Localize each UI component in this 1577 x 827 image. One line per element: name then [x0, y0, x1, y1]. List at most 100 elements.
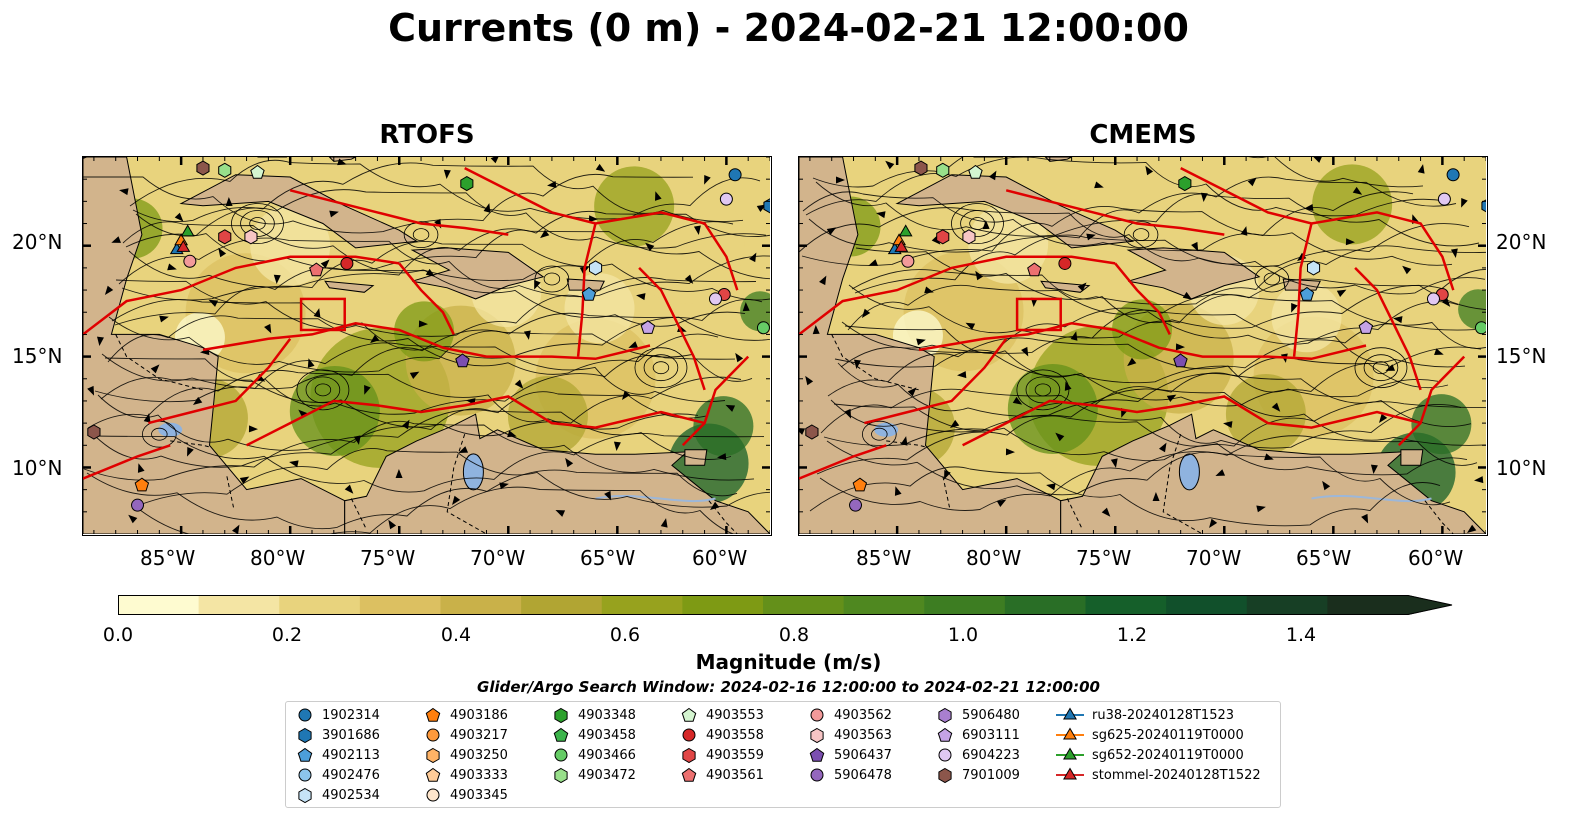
eez-box	[299, 297, 346, 332]
float-marker[interactable]	[805, 424, 819, 440]
float-marker[interactable]	[218, 162, 232, 178]
float-marker[interactable]	[460, 176, 474, 192]
cmems-map[interactable]	[798, 156, 1488, 536]
legend-entry: 4903345	[424, 786, 508, 804]
pentagon-marker-icon	[681, 707, 697, 722]
float-marker[interactable]	[183, 254, 197, 268]
land-polygon	[324, 280, 375, 293]
x-tick-left-70w: 70°W	[470, 546, 526, 570]
float-marker[interactable]	[1426, 292, 1440, 306]
stream-arrow	[490, 157, 500, 164]
stream-arrow	[187, 446, 194, 457]
country-border	[446, 434, 487, 534]
stream-arrow	[150, 364, 160, 374]
float-marker[interactable]	[640, 320, 656, 334]
float-marker[interactable]	[1173, 353, 1188, 368]
streamline	[840, 346, 1482, 407]
legend-entry: 4903561	[680, 766, 764, 784]
float-marker[interactable]	[728, 168, 742, 182]
float-marker[interactable]	[962, 229, 976, 245]
stream-arrow	[1021, 346, 1029, 357]
stream-arrow	[900, 436, 908, 446]
legend-label: 4902534	[322, 787, 380, 803]
float-marker[interactable]	[309, 262, 324, 277]
float-marker[interactable]	[1481, 199, 1486, 213]
float-marker[interactable]	[901, 254, 915, 268]
legend-label: 4903563	[834, 727, 892, 743]
stream-arrow	[1086, 233, 1096, 241]
float-marker[interactable]	[852, 477, 868, 492]
x-tick-right-60w: 60°W	[1408, 546, 1464, 570]
float-marker[interactable]	[849, 498, 863, 512]
float-marker[interactable]	[894, 239, 909, 252]
float-marker[interactable]	[708, 292, 722, 306]
legend-entry: 5906480	[936, 706, 1020, 724]
float-marker[interactable]	[589, 260, 603, 276]
circle-marker-icon	[426, 788, 440, 802]
streamline	[94, 342, 726, 403]
eez-boundary	[864, 338, 1008, 425]
float-marker[interactable]	[244, 229, 258, 245]
colorbar-tick-6: 1.2	[1116, 624, 1148, 646]
float-marker[interactable]	[218, 229, 232, 245]
legend-entry: ru38-20240128T1523	[1056, 706, 1234, 724]
float-marker[interactable]	[180, 224, 195, 237]
rtofs-map[interactable]	[82, 156, 772, 536]
colorbar-bin	[843, 595, 925, 615]
float-marker[interactable]	[131, 498, 145, 512]
legend-entry: 4903348	[552, 706, 636, 724]
float-marker[interactable]	[1446, 168, 1460, 182]
float-marker[interactable]	[176, 239, 191, 252]
float-marker[interactable]	[936, 162, 950, 178]
float-marker[interactable]	[1474, 321, 1486, 335]
land-polygon	[179, 174, 419, 249]
pentagon-marker-icon	[681, 767, 697, 782]
land-polygon	[1400, 449, 1424, 466]
float-marker[interactable]	[1058, 256, 1072, 270]
eez-boundary	[799, 255, 1116, 336]
float-marker[interactable]	[1178, 176, 1192, 192]
float-marker[interactable]	[196, 160, 210, 176]
colorbar-bin	[1327, 595, 1409, 615]
stream-arrow	[1271, 402, 1281, 412]
stream-arrow	[924, 286, 934, 294]
streamline	[799, 207, 1470, 267]
stream-arrow	[805, 375, 814, 386]
streamline	[115, 277, 757, 337]
float-marker[interactable]	[756, 321, 770, 335]
float-marker[interactable]	[250, 164, 265, 179]
float-marker[interactable]	[1299, 286, 1315, 301]
stream-arrow	[1450, 248, 1458, 258]
eez-box	[1015, 297, 1062, 332]
stream-arrow	[248, 425, 258, 433]
float-marker[interactable]	[1358, 320, 1374, 334]
float-marker[interactable]	[719, 192, 733, 206]
float-marker[interactable]	[1437, 192, 1451, 206]
float-marker[interactable]	[968, 164, 983, 179]
float-marker[interactable]	[134, 477, 150, 492]
stream-arrow	[949, 419, 960, 428]
float-marker[interactable]	[87, 424, 101, 440]
float-marker[interactable]	[763, 198, 770, 214]
float-marker[interactable]	[914, 160, 928, 176]
streamline	[805, 157, 1447, 217]
eddy-streamline	[1123, 221, 1159, 249]
float-marker[interactable]	[455, 353, 470, 368]
streamline	[83, 420, 755, 481]
eddy-streamline	[534, 265, 570, 293]
stream-arrow	[1005, 448, 1015, 456]
stream-arrow	[104, 285, 114, 295]
float-marker[interactable]	[1307, 260, 1321, 276]
float-marker[interactable]	[340, 256, 354, 270]
float-marker[interactable]	[936, 229, 950, 245]
float-marker[interactable]	[898, 224, 913, 237]
legend-label: 4902113	[322, 747, 380, 763]
legend-label: 4903561	[706, 767, 764, 783]
eddy-streamline	[1263, 272, 1281, 286]
legend-entry: 5906437	[808, 746, 892, 764]
eez-boundary	[289, 189, 509, 236]
float-marker[interactable]	[581, 286, 597, 301]
float-marker[interactable]	[1027, 262, 1042, 277]
streamline	[819, 451, 1451, 511]
eddy-streamline	[652, 361, 670, 375]
